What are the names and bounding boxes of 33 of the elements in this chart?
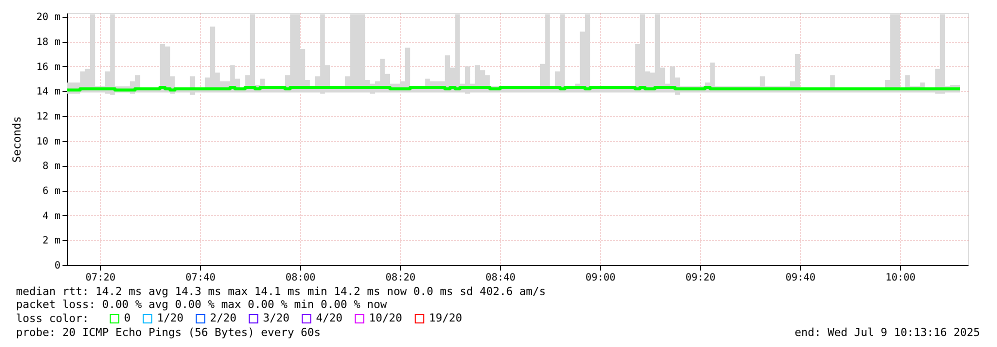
y-tick-label: 18 m — [36, 37, 60, 48]
text: end: Wed Jul 9 10:13:16 2025 — [794, 326, 980, 339]
x-tick-label: 08:40 — [485, 272, 516, 284]
x-tick-label: 08:00 — [285, 272, 316, 284]
legend-label: 2/20 — [210, 312, 236, 325]
y-tick-label: 12 m — [36, 112, 60, 123]
y-tick-label: 6 m — [42, 186, 60, 198]
y-tick-label: 10 m — [36, 136, 60, 148]
y-tick-label: 4 m — [42, 210, 60, 222]
y-tick-label: 2 m — [42, 236, 60, 247]
x-tick-label: 07:40 — [185, 272, 216, 284]
legend-label: 0 — [124, 312, 131, 325]
y-tick-label: 8 m — [42, 161, 60, 172]
legend-label: 1/20 — [157, 312, 184, 325]
y-axis-title: Seconds — [10, 116, 24, 163]
x-tick-label: 08:20 — [385, 272, 416, 284]
text: probe: 20 ICMP Echo Pings (56 Bytes) every 60s — [16, 326, 321, 339]
y-tick-label: 0 — [54, 260, 60, 272]
x-tick-label: 10:00 — [885, 272, 916, 284]
legend-label: 3/20 — [263, 312, 290, 325]
legend-title: loss color: — [16, 312, 89, 325]
x-tick-label: 09:00 — [585, 272, 616, 284]
legend-label: 4/20 — [316, 312, 342, 325]
text: packet loss: 0.00 % avg 0.00 % max 0.00 % min 0.00 % now — [16, 298, 388, 311]
legend-label: 19/20 — [429, 312, 462, 325]
x-tick-label: 09:20 — [685, 272, 716, 284]
y-tick-label: 16 m — [36, 62, 60, 73]
y-tick-label: 20 m — [36, 12, 60, 24]
y-tick-label: 14 m — [36, 86, 60, 98]
legend-label: 10/20 — [369, 312, 402, 325]
x-tick-label: 09:40 — [785, 272, 816, 284]
x-tick-label: 07:20 — [85, 272, 116, 284]
text: median rtt: 14.2 ms avg 14.3 ms max 14.1 ms min 14.2 ms now 0.0 ms sd 402.6 am/s — [16, 285, 546, 298]
